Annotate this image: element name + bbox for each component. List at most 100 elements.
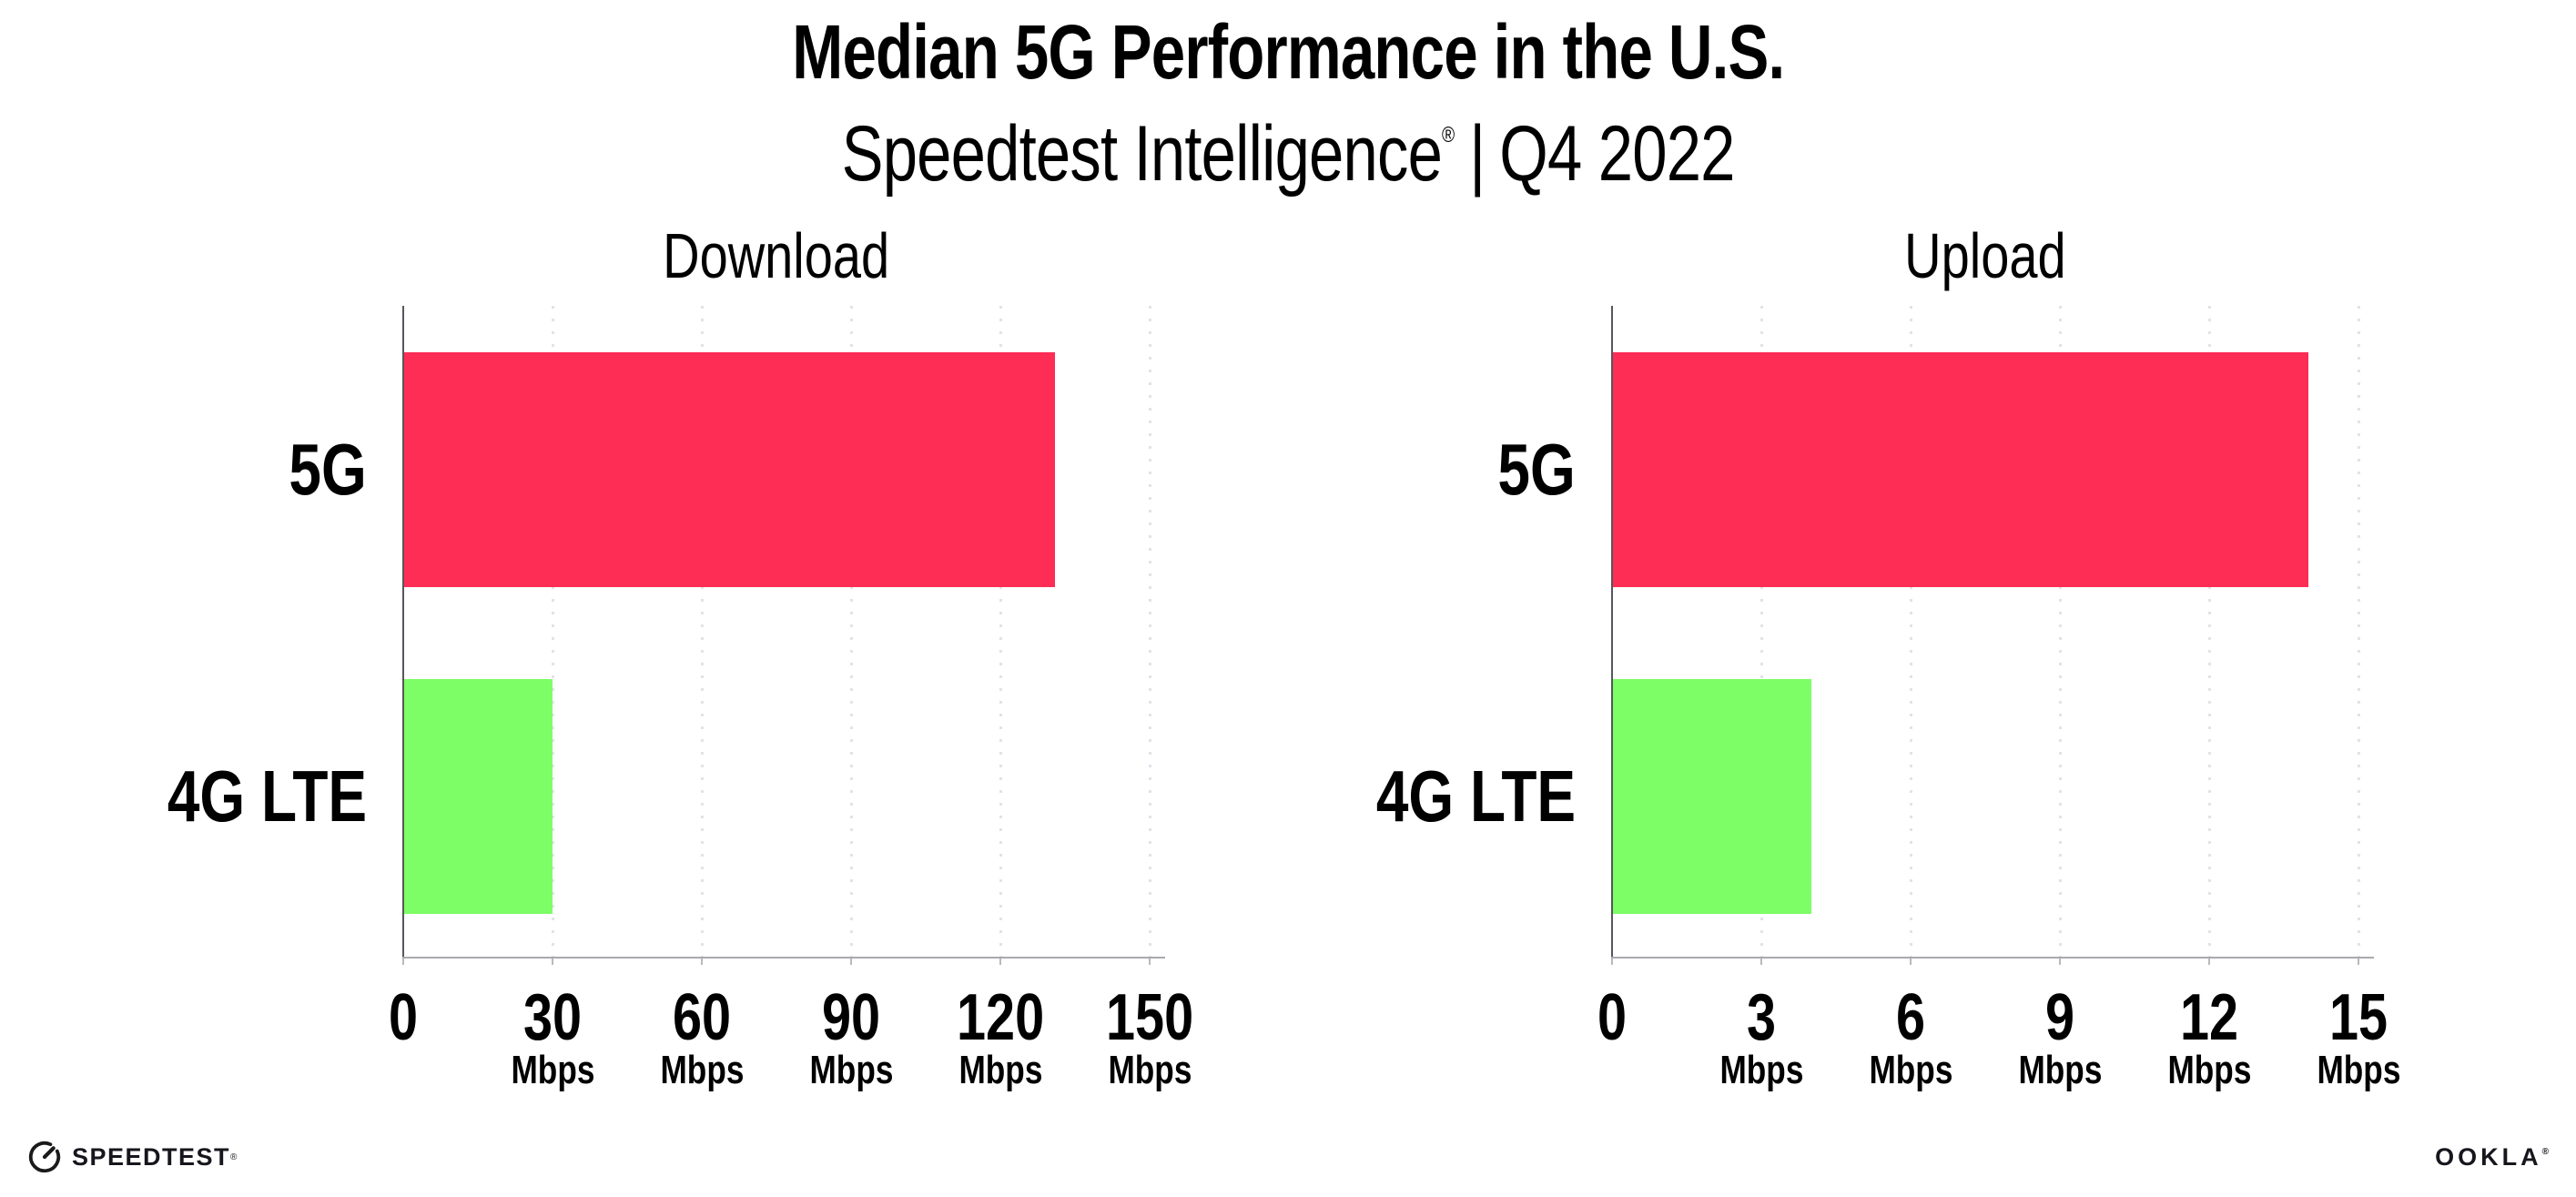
- page-subtitle: Speedtest Intelligence® | Q4 2022: [0, 93, 2576, 197]
- category-label-text: 4G LTE: [1375, 756, 1576, 837]
- x-tick-label: 150: [1105, 981, 1194, 1054]
- x-tick-unit-3-upload: Mbps: [1684, 1050, 1839, 1091]
- x-tick-0-upload: 0: [1535, 985, 1689, 1050]
- subtitle-period: Q4 2022: [1499, 110, 1735, 198]
- x-tick-unit-label: Mbps: [511, 1048, 594, 1092]
- page-title: Median 5G Performance in the U.S.: [0, 11, 2576, 93]
- x-tick-label: 0: [388, 981, 419, 1054]
- x-tick-unit-60-download: Mbps: [624, 1050, 779, 1091]
- chart-title-text: Download: [663, 220, 890, 291]
- speedtest-logo: SPEEDTEST ®: [25, 1138, 237, 1176]
- x-tick-unit-6-upload: Mbps: [1833, 1050, 1988, 1091]
- x-tick-unit-label: Mbps: [2018, 1048, 2102, 1092]
- tick-mark-60-download: [701, 959, 703, 965]
- x-tick-150-download: 150: [1072, 985, 1227, 1050]
- grid-line-9-upload: [2059, 306, 2062, 959]
- x-tick-unit-label: Mbps: [2317, 1048, 2400, 1092]
- x-tick-label: 60: [672, 981, 732, 1054]
- x-tick-60-download: 60: [624, 985, 779, 1050]
- category-label-5g-download: 5G: [39, 433, 367, 506]
- registered-trademark-symbol: ®: [1441, 123, 1455, 147]
- category-label-5g-upload: 5G: [1248, 433, 1576, 506]
- chart-title-download: Download: [403, 222, 1150, 289]
- x-tick-unit-30-download: Mbps: [475, 1050, 630, 1091]
- upload-plot: [1611, 306, 2374, 965]
- grid-line-90-download: [850, 306, 853, 959]
- speedtest-trademark-symbol: ®: [230, 1151, 238, 1162]
- x-tick-unit-label: Mbps: [1719, 1048, 1803, 1092]
- tick-mark-0-upload: [1611, 959, 1613, 965]
- x-axis-upload: [1611, 957, 2374, 959]
- tick-mark-90-download: [850, 959, 852, 965]
- x-tick-3-upload: 3: [1684, 985, 1839, 1050]
- tick-mark-0-download: [402, 959, 404, 965]
- speedtest-gauge-icon: [28, 1141, 61, 1173]
- ookla-wordmark: OOKLA: [2435, 1143, 2542, 1171]
- x-tick-label: 6: [1895, 981, 1926, 1054]
- x-tick-6-upload: 6: [1833, 985, 1988, 1050]
- subtitle-separator: |: [1469, 110, 1486, 198]
- x-tick-unit-label: Mbps: [809, 1048, 893, 1092]
- tick-mark-15-upload: [2358, 959, 2359, 965]
- x-tick-label: 120: [956, 981, 1045, 1054]
- bar-4g-lte-upload: [1612, 679, 1811, 914]
- bar-5g-download: [403, 352, 1056, 587]
- chart-title-upload: Upload: [1612, 222, 2358, 289]
- x-tick-unit-12-upload: Mbps: [2132, 1050, 2287, 1091]
- grid-line-6-upload: [1910, 306, 1912, 959]
- x-tick-15-upload: 15: [2281, 985, 2436, 1050]
- x-tick-120-download: 120: [923, 985, 1078, 1050]
- chart-title-text: Upload: [1904, 220, 2066, 291]
- x-tick-90-download: 90: [774, 985, 928, 1050]
- x-tick-0-download: 0: [326, 985, 481, 1050]
- x-tick-unit-label: Mbps: [1108, 1048, 1192, 1092]
- x-tick-unit-150-download: Mbps: [1072, 1050, 1227, 1091]
- category-label-4g-lte-upload: 4G LTE: [1248, 760, 1576, 833]
- speedtest-wordmark: SPEEDTEST: [72, 1142, 231, 1171]
- ookla-logo: OOKLA®: [2435, 1143, 2549, 1172]
- page-title-text: Median 5G Performance in the U.S.: [791, 9, 1785, 95]
- y-axis-upload: [1611, 306, 1613, 959]
- grid-line-60-download: [701, 306, 704, 959]
- category-label-text: 4G LTE: [167, 756, 367, 837]
- grid-line-120-download: [999, 306, 1002, 959]
- download-plot: [402, 306, 1165, 965]
- tick-mark-12-upload: [2208, 959, 2210, 965]
- ookla-trademark-symbol: ®: [2541, 1147, 2549, 1157]
- x-tick-label: 3: [1746, 981, 1777, 1054]
- tick-mark-30-download: [552, 959, 553, 965]
- bar-4g-lte-download: [403, 679, 553, 914]
- tick-mark-120-download: [999, 959, 1001, 965]
- tick-mark-9-upload: [2059, 959, 2061, 965]
- grid-line-3-upload: [1760, 306, 1763, 959]
- x-tick-unit-9-upload: Mbps: [1983, 1050, 2137, 1091]
- x-tick-unit-120-download: Mbps: [923, 1050, 1078, 1091]
- bar-5g-upload: [1612, 352, 2309, 587]
- x-tick-label: 15: [2328, 981, 2388, 1054]
- x-axis-download: [402, 957, 1165, 959]
- x-tick-label: 12: [2179, 981, 2239, 1054]
- tick-mark-3-upload: [1760, 959, 1762, 965]
- category-label-text: 5G: [1497, 429, 1576, 510]
- x-tick-unit-90-download: Mbps: [774, 1050, 928, 1091]
- x-tick-9-upload: 9: [1983, 985, 2137, 1050]
- y-axis-download: [402, 306, 404, 959]
- x-tick-unit-label: Mbps: [660, 1048, 744, 1092]
- grid-line-12-upload: [2208, 306, 2211, 959]
- x-tick-unit-15-upload: Mbps: [2281, 1050, 2436, 1091]
- grid-line-150-download: [1149, 306, 1151, 959]
- x-tick-label: 0: [1597, 981, 1628, 1054]
- grid-line-15-upload: [2358, 306, 2360, 959]
- x-tick-12-upload: 12: [2132, 985, 2287, 1050]
- tick-mark-6-upload: [1910, 959, 1912, 965]
- x-tick-label: 90: [821, 981, 881, 1054]
- x-tick-30-download: 30: [475, 985, 630, 1050]
- x-tick-label: 30: [522, 981, 583, 1054]
- tick-mark-150-download: [1149, 959, 1151, 965]
- x-tick-label: 9: [2044, 981, 2075, 1054]
- category-label-text: 5G: [289, 429, 367, 510]
- x-tick-unit-label: Mbps: [958, 1048, 1042, 1092]
- subtitle-product: Speedtest Intelligence: [841, 110, 1443, 198]
